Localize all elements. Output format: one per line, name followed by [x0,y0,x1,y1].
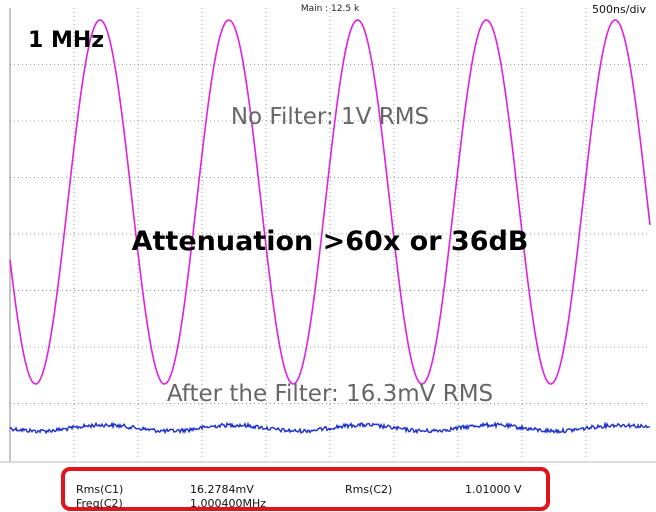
measurements: Rms(C1) 16.2784mV Rms(C2) 1.01000 V Freq… [76,483,522,510]
after-filter-label: After the Filter: 16.3mV RMS [167,381,493,407]
measurement-value: 1.000400MHz [190,497,266,510]
no-filter-label: No Filter: 1V RMS [231,104,429,130]
acquisition-mode: Main : 12.5 k [301,4,360,14]
waveform-c2 [9,19,651,385]
measurement-value: 1.01000 V [465,483,522,496]
attenuation-label: Attenuation >60x or 36dB [132,226,529,257]
frequency-label: 1 MHz [28,28,104,53]
measurement-label: Freq(C2) [76,497,123,510]
measurement-label: Rms(C2) [345,483,392,496]
waveform-c1 [9,421,651,435]
measurement-label: Rms(C1) [76,483,123,496]
measurement-highlight [61,467,550,511]
timebase: 500ns/div [592,3,646,16]
grid [10,8,650,460]
measurement-value: 16.2784mV [190,483,254,496]
